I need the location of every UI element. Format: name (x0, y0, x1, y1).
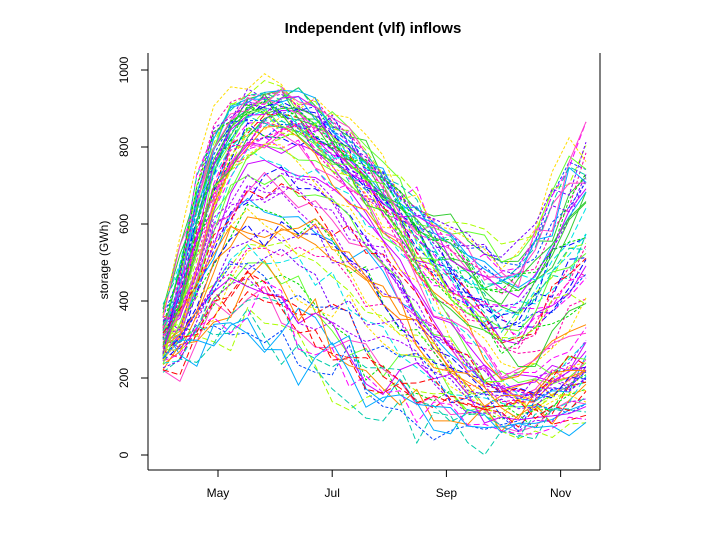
series-line (162, 220, 587, 399)
series-line (162, 317, 587, 437)
y-tick-label: 200 (117, 368, 131, 388)
y-axis-label: storage (GWh) (97, 221, 111, 300)
series-line (162, 101, 587, 334)
series-line (162, 203, 587, 416)
series-line (162, 244, 587, 411)
y-tick-label: 0 (117, 451, 131, 458)
series-line (162, 118, 587, 352)
x-tick-label: Nov (550, 486, 571, 500)
y-tick-label: 1000 (117, 56, 131, 83)
series-line (162, 96, 587, 319)
series-line (162, 259, 587, 432)
series-line (162, 263, 587, 433)
series-line (162, 145, 587, 385)
series-line (162, 242, 587, 414)
series-line (162, 325, 587, 441)
series-line (162, 73, 587, 316)
series-line (162, 141, 587, 390)
series-line (162, 113, 587, 344)
series-line (162, 159, 587, 382)
y-tick-label: 800 (117, 137, 131, 157)
series-line (162, 143, 587, 401)
series-line (162, 93, 587, 331)
series-line (162, 278, 587, 432)
series-line (162, 218, 587, 407)
series-line (162, 216, 587, 420)
series-line (162, 277, 587, 424)
y-tick-label: 600 (117, 214, 131, 234)
chart-title: Independent (vlf) inflows (285, 20, 462, 37)
series-line (162, 174, 587, 383)
series-line (162, 108, 587, 353)
series-line (162, 178, 587, 401)
series-line (162, 89, 587, 328)
series-line (162, 186, 587, 404)
series-line (162, 80, 587, 337)
series-line (162, 106, 587, 354)
series-line (162, 87, 587, 309)
series-line (162, 99, 587, 348)
series-line (162, 121, 587, 337)
series-line (162, 121, 587, 349)
series-line (162, 133, 587, 379)
x-tick-label: May (207, 486, 230, 500)
series-line (162, 148, 587, 395)
series-line (162, 248, 587, 410)
series-line (162, 101, 587, 356)
series-line (162, 281, 587, 435)
series-line (162, 86, 587, 305)
series-line (162, 172, 587, 400)
series-layer (162, 73, 587, 456)
series-line (162, 115, 587, 370)
series-line (162, 99, 587, 326)
series-line (162, 95, 587, 359)
series-line (162, 296, 587, 439)
series-line (162, 85, 587, 328)
axis-layer: 0 200 400 600 800 1000 May Jul Sep Nov (117, 53, 601, 500)
x-tick-label: Jul (325, 486, 340, 500)
series-line (162, 308, 587, 456)
series-line (162, 103, 587, 355)
series-line (162, 183, 587, 396)
series-line (162, 208, 587, 412)
series-line (162, 271, 587, 420)
y-tick-label: 400 (117, 291, 131, 311)
x-tick-label: Sep (436, 486, 458, 500)
series-line (162, 95, 587, 340)
series-line (162, 127, 587, 357)
series-line (162, 285, 587, 433)
series-line (162, 113, 587, 368)
series-line (162, 122, 587, 328)
series-line (162, 110, 587, 360)
series-line (162, 115, 587, 334)
series-line (162, 306, 587, 440)
